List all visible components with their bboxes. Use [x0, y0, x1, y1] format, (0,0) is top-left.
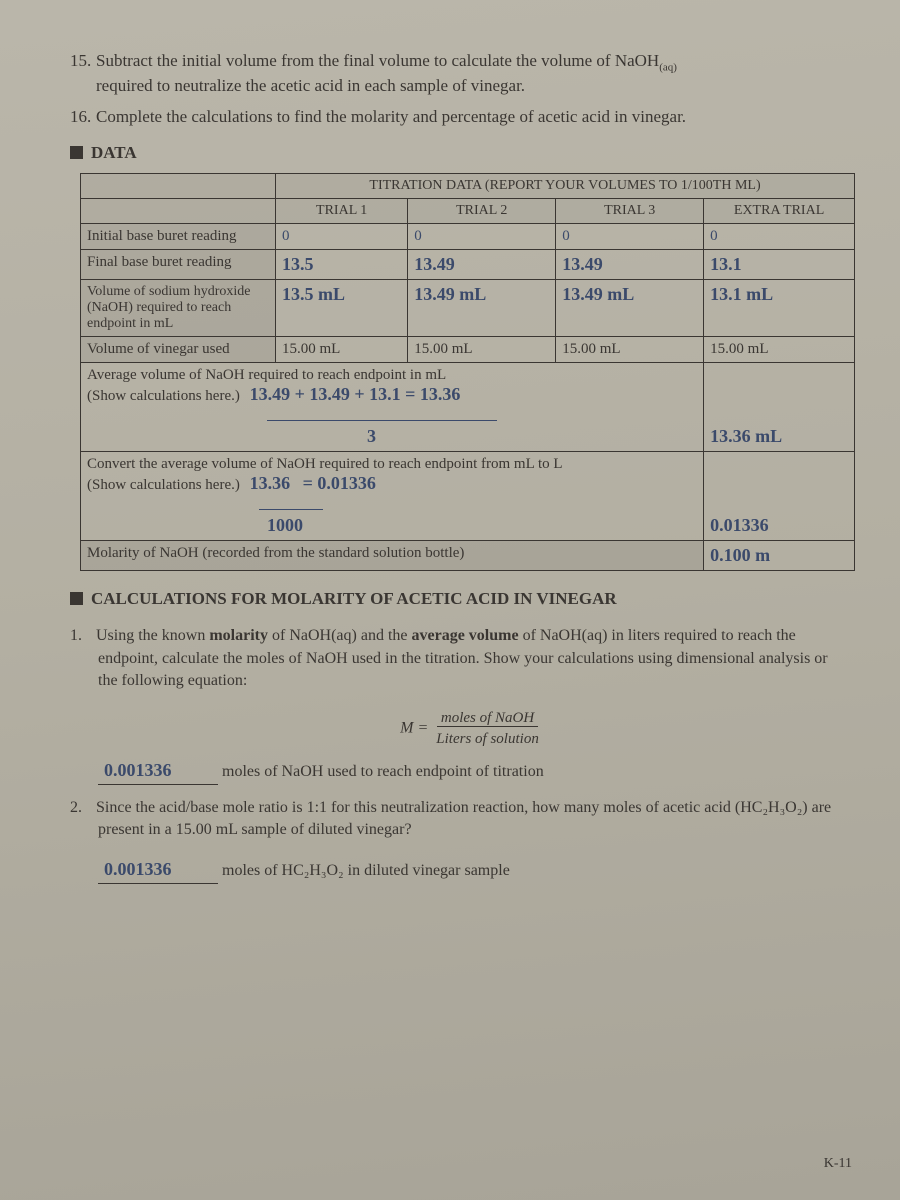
cell-vinegar-t1: 15.00 mL [276, 337, 408, 363]
cell-convert-answer: 0.01336 [710, 515, 769, 535]
row-avg-calc: Average volume of NaOH required to reach… [81, 363, 704, 452]
cell-vinegar-t2: 15.00 mL [408, 337, 556, 363]
instruction-15: 15.Subtract the initial volume from the … [70, 50, 845, 98]
table-title: TITRATION DATA (REPORT YOUR VOLUMES TO 1… [276, 174, 855, 199]
row-molarity: Molarity of NaOH (recorded from the stan… [81, 541, 704, 571]
calc-1-answer-line: 0.001336 moles of NaOH used to reach end… [98, 758, 845, 784]
cell-molarity-answer: 0.100 m [710, 545, 770, 565]
row-vinegar-volume: Volume of vinegar used [81, 337, 276, 363]
cell-vol-ex: 13.1 mL [710, 284, 773, 304]
calc-step-2: 2. Since the acid/base mole ratio is 1:1… [98, 797, 845, 842]
row-convert-calc: Convert the average volume of NaOH requi… [81, 452, 704, 541]
col-trial-1: TRIAL 1 [276, 199, 408, 224]
page-footer: K-11 [824, 1156, 852, 1172]
col-trial-2: TRIAL 2 [408, 199, 556, 224]
cell-vol-t1: 13.5 mL [282, 284, 345, 304]
calc-2-answer-line: 0.001336 moles of HC₂H₃O₂ in diluted vin… [98, 857, 845, 883]
cell-initial-t2: 0 [414, 228, 422, 244]
col-trial-3: TRIAL 3 [556, 199, 704, 224]
cell-vinegar-ex: 15.00 mL [704, 337, 855, 363]
row-initial-reading: Initial base buret reading [81, 224, 276, 250]
cell-vol-t3: 13.49 mL [562, 284, 634, 304]
titration-data-table: TITRATION DATA (REPORT YOUR VOLUMES TO 1… [80, 173, 855, 571]
cell-initial-t3: 0 [562, 228, 570, 244]
molarity-equation: M = moles of NaOH Liters of solution [98, 708, 845, 750]
cell-final-t1: 13.5 [282, 254, 314, 274]
cell-avg-answer: 13.36 mL [710, 426, 782, 446]
row-final-reading: Final base buret reading [81, 250, 276, 280]
cell-initial-t1: 0 [282, 228, 290, 244]
row-naoh-volume: Volume of sodium hydroxide (NaOH) requir… [81, 280, 276, 337]
calc-step-1: 1. Using the known molarity of NaOH(aq) … [98, 625, 845, 692]
cell-final-t2: 13.49 [414, 254, 455, 274]
cell-vinegar-t3: 15.00 mL [556, 337, 704, 363]
section-calculations-heading: CALCULATIONS FOR MOLARITY OF ACETIC ACID… [70, 589, 845, 609]
cell-vol-t2: 13.49 mL [414, 284, 486, 304]
section-data-heading: DATA [70, 143, 845, 163]
cell-final-t3: 13.49 [562, 254, 603, 274]
cell-initial-ex: 0 [710, 228, 718, 244]
cell-final-ex: 13.1 [710, 254, 742, 274]
instruction-16: 16.Complete the calculations to find the… [70, 106, 845, 129]
col-extra-trial: EXTRA TRIAL [704, 199, 855, 224]
